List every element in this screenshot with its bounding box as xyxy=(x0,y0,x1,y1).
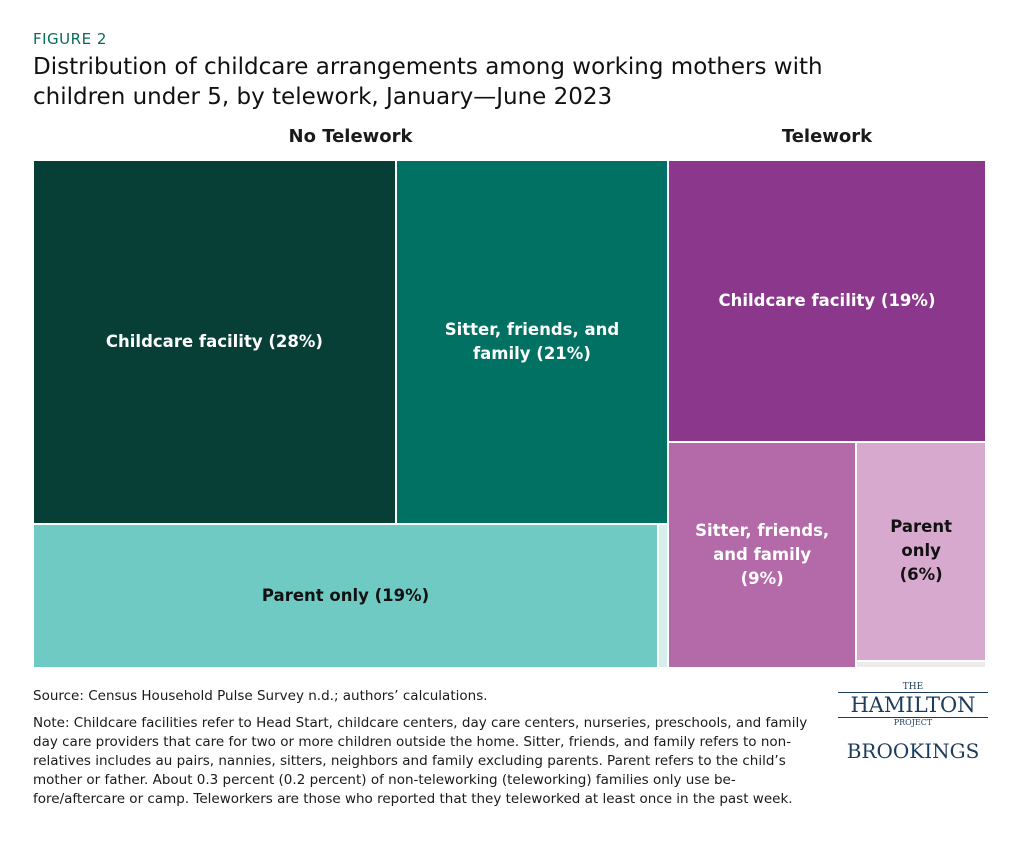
treemap-cell xyxy=(856,660,986,668)
treemap-cell: Parent only (19%) xyxy=(33,524,659,668)
cell-label: Parent only (19%) xyxy=(261,586,430,606)
group-header: No Telework xyxy=(288,126,413,147)
logo: THE HAMILTON PROJECT BROOKINGS xyxy=(838,682,988,763)
cell-label: Sitter, friends, and family (21%) xyxy=(444,320,620,364)
logo-project: PROJECT xyxy=(893,718,933,727)
treemap-cell: Sitter, friends, and family (21%) xyxy=(395,160,668,525)
source: Source: Census Household Pulse Survey n.… xyxy=(33,688,488,704)
chart-title: Distribution of childcare arrangements a… xyxy=(33,54,823,110)
treemap-cell: Childcare facility (28%) xyxy=(33,160,396,525)
treemap-cell: Parent only (6%) xyxy=(856,442,986,661)
cell-label: Parent only (6%) xyxy=(890,517,953,585)
treemap-cell: Sitter, friends, and family (9%) xyxy=(668,442,857,668)
cell-label: Childcare facility (19%) xyxy=(718,291,936,311)
treemap-cell xyxy=(658,524,668,668)
logo-brookings: BROOKINGS xyxy=(846,739,980,763)
note: Note: Childcare facilities refer to Head… xyxy=(33,715,808,807)
logo-the: THE xyxy=(902,682,924,692)
logo-hamilton: HAMILTON xyxy=(838,692,988,718)
cell-label: Sitter, friends, and family (9%) xyxy=(695,521,830,589)
group-header: Telework xyxy=(781,126,873,147)
cell-label: Childcare facility (28%) xyxy=(105,332,323,352)
treemap-cell: Childcare facility (19%) xyxy=(668,160,986,443)
figure-label: FIGURE 2 xyxy=(33,30,107,48)
